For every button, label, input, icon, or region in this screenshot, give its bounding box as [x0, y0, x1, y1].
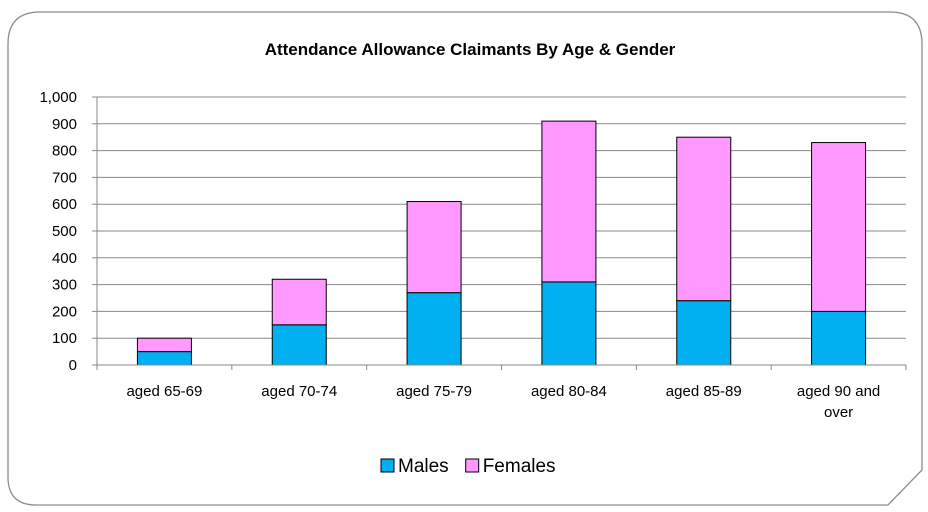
- y-tick-label: 500: [52, 223, 77, 240]
- bar-males: [541, 281, 597, 366]
- bar-males: [271, 324, 327, 366]
- y-tick-label: 900: [52, 116, 77, 133]
- x-tick-label: aged 80-84: [531, 383, 607, 400]
- x-tick-label: aged 85-89: [666, 383, 742, 400]
- bars: [136, 120, 867, 366]
- y-tick-label: 800: [52, 143, 77, 160]
- bar-females: [406, 201, 462, 294]
- y-tick-label: 0: [69, 357, 77, 374]
- gridlines: [97, 96, 906, 339]
- legend-swatch-females: [465, 458, 480, 473]
- y-tick-label: 700: [52, 169, 77, 186]
- bar-females: [136, 337, 192, 353]
- bar-females: [676, 136, 732, 302]
- x-tick-label: aged 65-69: [126, 383, 202, 400]
- y-tick-label: 400: [52, 250, 77, 267]
- axes: 0 100 200 300 400 500 600 700 800 900 1,000 aged 65…: [39, 89, 907, 421]
- bar-males: [406, 292, 462, 366]
- x-tick-label: aged 90 and over: [797, 383, 880, 421]
- y-tick-label: 200: [52, 303, 77, 320]
- bar-males: [676, 300, 732, 366]
- bar-males: [136, 351, 192, 366]
- y-tick-label: 100: [52, 330, 77, 347]
- legend-label-females: Females: [483, 456, 556, 477]
- y-tick-label: 600: [52, 196, 77, 213]
- legend-swatch-males: [380, 458, 395, 473]
- legend-label-males: Males: [398, 456, 449, 477]
- chart-title: Attendance Allowance Claimants By Age & …: [265, 40, 676, 59]
- bar-females: [541, 120, 597, 283]
- x-tick-label: aged 70-74: [261, 383, 337, 400]
- x-tick-label: aged 75-79: [396, 383, 472, 400]
- y-tick-label: 1,000: [39, 89, 77, 106]
- bar-females: [811, 142, 867, 312]
- bar-females: [271, 278, 327, 326]
- y-tick-label: 300: [52, 277, 77, 294]
- legend: Males Females: [380, 456, 556, 477]
- chart-border: [7, 11, 923, 506]
- bar-males: [811, 310, 867, 366]
